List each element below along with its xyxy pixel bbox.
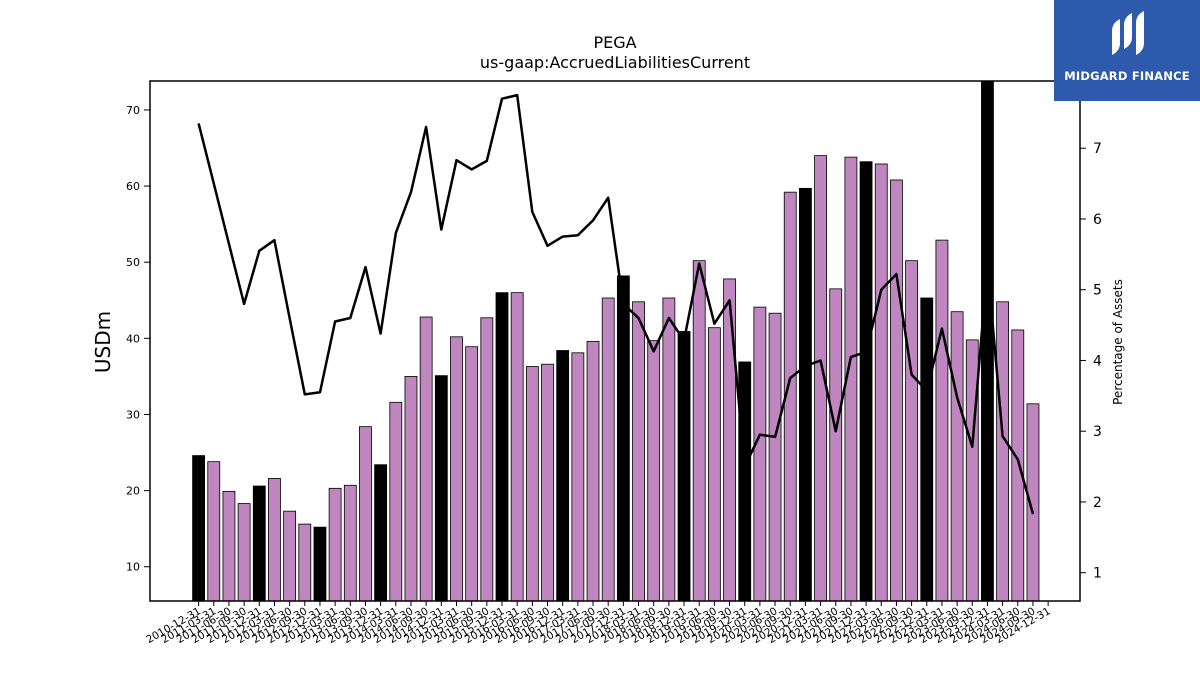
line-series xyxy=(197,93,1035,515)
bar xyxy=(950,311,964,602)
y2-tick-label: 6 xyxy=(1093,212,1102,228)
brand-logo: MIDGARD FINANCE xyxy=(1054,0,1200,101)
y2-tick-label: 1 xyxy=(1093,566,1102,582)
series-line xyxy=(197,93,1035,515)
y-tick-label: 50 xyxy=(126,256,140,269)
bar xyxy=(450,336,463,602)
bar xyxy=(404,376,418,602)
bar xyxy=(707,327,721,602)
y-tick-label: 20 xyxy=(126,485,140,498)
midgard-logo-icon xyxy=(1112,11,1144,55)
bar xyxy=(374,464,388,602)
y2-axis-label: Percentage of Assets xyxy=(1111,279,1125,405)
bar-series xyxy=(192,80,1040,602)
bar xyxy=(389,401,403,602)
y2-tick-label: 2 xyxy=(1093,495,1102,511)
bar xyxy=(647,340,661,602)
y-tick-label: 70 xyxy=(126,104,140,117)
y-tick-label: 30 xyxy=(126,408,140,421)
bar xyxy=(313,526,327,602)
bar xyxy=(510,292,524,602)
y-tick-label: 60 xyxy=(126,180,140,193)
bar xyxy=(920,297,934,602)
bar xyxy=(268,478,281,602)
bar xyxy=(571,352,585,602)
y2-tick-label: 7 xyxy=(1093,141,1102,157)
bar xyxy=(525,366,539,602)
bar xyxy=(965,339,979,602)
bar xyxy=(328,487,342,602)
bar xyxy=(252,485,266,602)
bar xyxy=(799,187,812,602)
y2-tick-label: 4 xyxy=(1093,353,1102,369)
y2-tick-label: 5 xyxy=(1093,283,1102,299)
bar xyxy=(935,239,949,602)
bar xyxy=(768,312,782,602)
bar xyxy=(207,461,221,602)
y-tick-label: 40 xyxy=(126,332,140,345)
bar xyxy=(222,490,236,602)
bar xyxy=(996,301,1010,602)
bar xyxy=(359,426,372,602)
bar xyxy=(677,331,691,602)
plot-frame xyxy=(149,80,1081,602)
y-tick-label: 10 xyxy=(126,561,140,574)
bar xyxy=(586,340,600,602)
bar xyxy=(419,316,433,602)
y-axis-right: 1 2 3 4 5 6 7 xyxy=(1080,141,1102,582)
bar xyxy=(480,317,494,602)
bar xyxy=(495,292,509,602)
bar xyxy=(434,375,448,602)
bar xyxy=(890,179,903,602)
bar xyxy=(343,484,357,602)
bar xyxy=(874,163,888,602)
bar xyxy=(829,288,843,602)
y2-tick-label: 3 xyxy=(1093,424,1102,440)
x-axis: 2010-12-312011-03-312011-06-302011-09-30… xyxy=(144,601,1053,646)
bar xyxy=(723,278,736,602)
bar xyxy=(192,455,206,602)
bar xyxy=(616,275,630,602)
bar xyxy=(541,363,554,602)
bar xyxy=(237,503,251,602)
y-axis-label: USDm xyxy=(91,311,115,373)
bar xyxy=(738,361,752,602)
bar xyxy=(692,260,706,602)
bar xyxy=(283,510,297,602)
bar xyxy=(632,301,645,602)
bar xyxy=(465,346,479,602)
bar xyxy=(601,297,615,602)
bar xyxy=(981,80,994,602)
bar xyxy=(662,297,676,602)
chart-subtitle: us-gaap:AccruedLiabilitiesCurrent xyxy=(480,53,750,72)
brand-name: MIDGARD FINANCE xyxy=(1064,69,1190,83)
bar xyxy=(298,523,312,602)
bar xyxy=(556,350,570,602)
chart-title: PEGA xyxy=(593,33,636,52)
bar xyxy=(753,306,767,602)
y-axis-left: 10 20 30 40 50 60 70 xyxy=(126,104,150,574)
bar xyxy=(905,260,918,602)
bar xyxy=(1011,329,1025,602)
bar xyxy=(859,161,873,602)
